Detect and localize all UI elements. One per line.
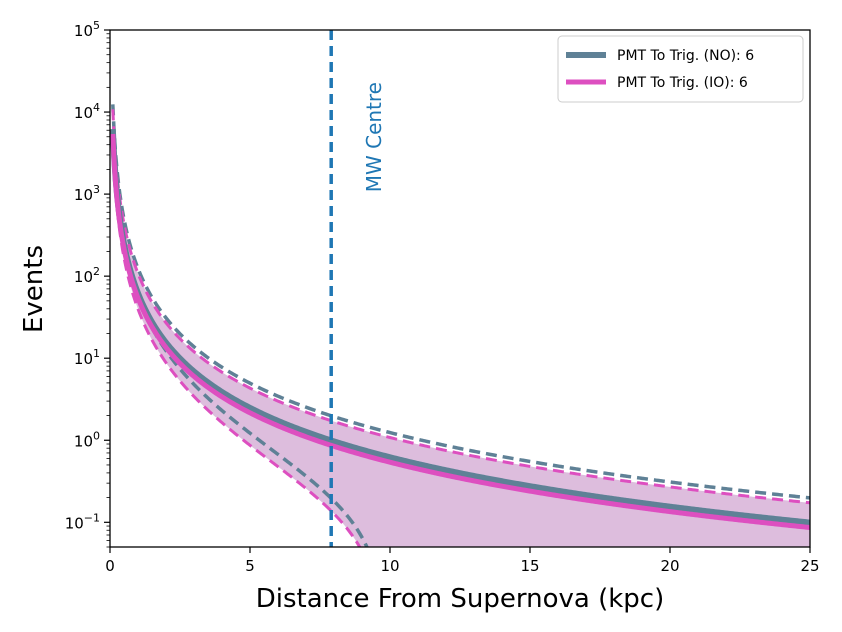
legend: PMT To Trig. (NO): 6 PMT To Trig. (IO): … [557, 35, 804, 103]
y-tick-label: 101 [74, 347, 100, 368]
x-tick-label: 10 [380, 557, 399, 575]
y-tick-label: 100 [74, 429, 100, 450]
x-tick-label: 25 [800, 557, 819, 575]
x-tick-label: 5 [245, 557, 255, 575]
y-tick-label: 105 [74, 19, 100, 40]
x-tick-label: 20 [660, 557, 679, 575]
x-tick-label: 0 [105, 557, 115, 575]
y-axis-ticks: 10−1 100 101 102 103 104 105 [65, 19, 110, 548]
y-tick-label: 103 [74, 183, 100, 204]
y-tick-label: 104 [74, 101, 100, 122]
plot-frame [109, 29, 811, 548]
no-upper-bound-line [111, 104, 810, 500]
io-upper-bound-line [111, 109, 810, 505]
x-axis-ticks: 0 5 10 15 20 25 [105, 547, 820, 575]
y-tick-label: 10−1 [65, 511, 100, 532]
io-lower-bound-line [111, 141, 362, 547]
x-axis-title: Distance From Supernova (kpc) [256, 584, 664, 614]
no-lower-bound-line [111, 129, 369, 547]
y-tick-label: 102 [74, 265, 100, 286]
legend-label-no: PMT To Trig. (NO): 6 [617, 48, 754, 64]
mw-centre-label: MW Centre [362, 82, 386, 192]
legend-box [557, 35, 804, 103]
x-tick-label: 15 [520, 557, 539, 575]
io-series-line [110, 133, 810, 530]
legend-label-io: PMT To Trig. (IO): 6 [617, 75, 748, 91]
no-series-line [110, 128, 810, 526]
uncertainty-band [112, 109, 810, 547]
y-axis-title: Events [19, 245, 49, 333]
